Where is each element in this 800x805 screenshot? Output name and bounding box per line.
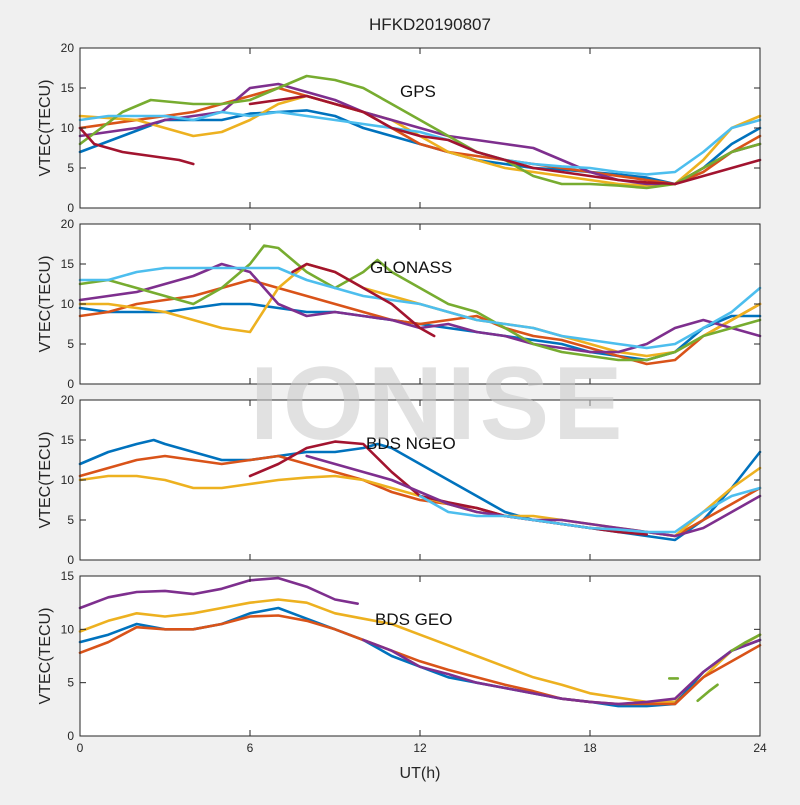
y-axis-label: VTEC(TECU) [37,80,54,177]
y-tick-label: 0 [67,553,74,567]
panel-2: 0 5 10 15 20 VTEC(TECU) BDS NGEO [37,393,762,567]
x-tick-label: 24 [753,741,767,755]
series-line-5 [78,110,762,176]
series-line-3 [78,82,762,186]
y-axis-label: VTEC(TECU) [37,608,54,705]
series-line-5 [78,266,762,350]
x-tick-label: 6 [247,741,254,755]
x-tick-label: 0 [77,741,84,755]
figure-title: HFKD20190807 [369,15,491,34]
series-line-4 [78,244,762,362]
y-tick-label: 5 [67,161,74,175]
series-line-4 [78,74,762,190]
series-line-7 [248,94,762,186]
series-line-6 [696,683,719,703]
y-tick-label: 15 [61,433,75,447]
y-tick-label: 15 [61,569,75,583]
y-tick-label: 15 [61,257,75,271]
y-tick-label: 10 [61,121,75,135]
plot-area [80,400,760,560]
y-axis-label: VTEC(TECU) [37,256,54,353]
y-tick-label: 0 [67,377,74,391]
panel-3: 0 6 12 18 24 0 5 10 15 VTEC(TECU) BDS GEO UT(h) [37,569,767,782]
panel-annotation: BDS GEO [375,610,452,629]
y-tick-label: 0 [67,201,74,215]
y-tick-label: 20 [61,41,75,55]
panels: 0 5 10 15 20 VTEC(TECU) GPS 0 5 10 15 20 VTEC(TECU) G… [37,41,767,782]
y-axis-label: VTEC(TECU) [37,432,54,529]
y-tick-label: 20 [61,393,75,407]
series-line-3 [78,614,762,706]
x-tick-label: 12 [413,741,427,755]
series-line-5 [418,486,762,534]
y-tick-label: 10 [61,622,75,636]
series-line-0 [78,576,359,610]
series-line-6 [291,262,436,338]
y-tick-label: 20 [61,217,75,231]
series-line-6 [78,126,195,166]
y-tick-label: 5 [67,513,74,527]
y-tick-label: 10 [61,473,75,487]
x-axis-label: UT(h) [400,765,441,782]
series-line-7 [730,633,762,652]
series-line-1 [78,278,762,366]
series-line-4 [362,638,762,706]
y-tick-label: 5 [67,676,74,690]
panel-annotation: GLONASS [370,258,452,277]
y-tick-label: 15 [61,81,75,95]
panel-0: 0 5 10 15 20 VTEC(TECU) GPS [37,41,762,215]
y-tick-label: 10 [61,297,75,311]
panel-1: 0 5 10 15 20 VTEC(TECU) GLONASS [37,217,762,391]
panel-annotation: BDS NGEO [366,434,456,453]
panel-annotation: GPS [400,82,436,101]
x-tick-label: 18 [583,741,597,755]
y-tick-label: 0 [67,729,74,743]
plot-area [80,576,760,736]
y-tick-label: 5 [67,337,74,351]
